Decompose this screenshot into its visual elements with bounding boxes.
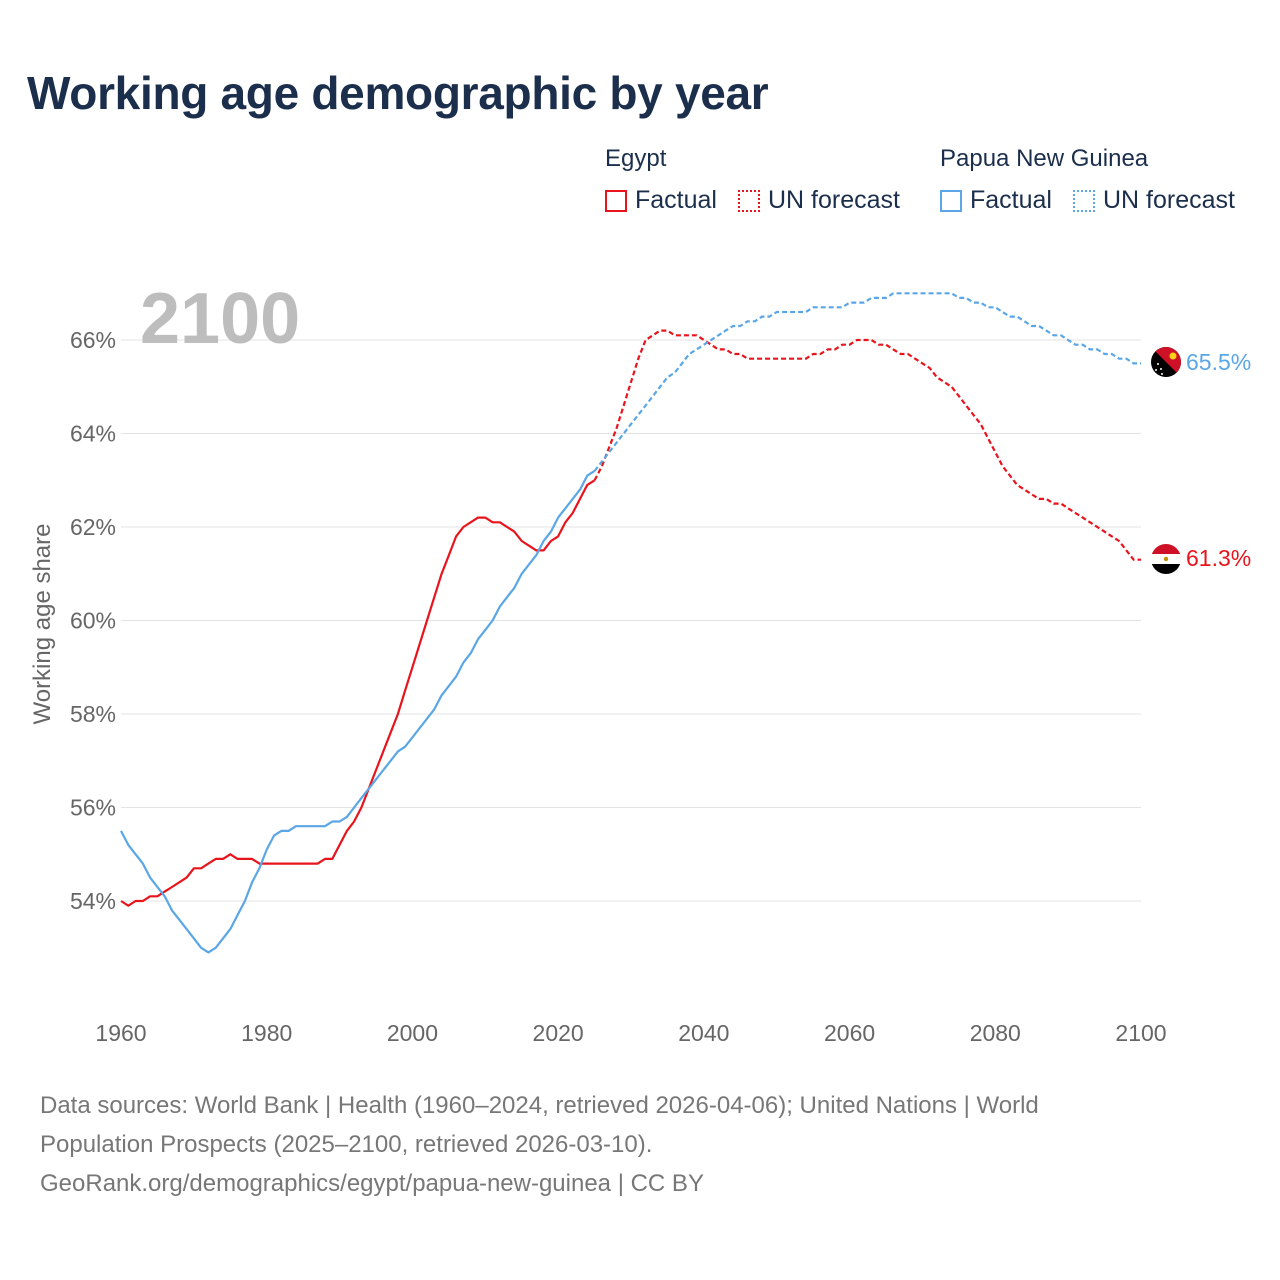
- footer-source-line-2: Population Prospects (2025–2100, retriev…: [40, 1131, 653, 1158]
- year-watermark: 2100: [140, 279, 300, 359]
- y-tick-label: 64%: [70, 421, 116, 447]
- legend-title-papua-new-guinea: Papua New Guinea: [940, 145, 1149, 172]
- x-tick-label: 1980: [241, 1020, 292, 1046]
- y-axis-label: Working age share: [29, 524, 56, 725]
- x-tick-label: 2000: [387, 1020, 438, 1046]
- legend-label: UN forecast: [1103, 186, 1235, 214]
- series-line-papua-new-guinea-factual[interactable]: [120, 469, 596, 954]
- chart-title: Working age demographic by year: [27, 67, 769, 119]
- x-tick-label: 2060: [824, 1020, 875, 1046]
- y-tick-label: 60%: [70, 608, 116, 634]
- end-label-papua-new-guinea: 65.5%: [1186, 349, 1251, 375]
- series-line-papua-new-guinea-forecast[interactable]: [593, 292, 1141, 472]
- papua-new-guinea-flag-icon: [1150, 346, 1182, 378]
- y-tick-label: 58%: [70, 701, 116, 727]
- x-tick-label: 2020: [533, 1020, 584, 1046]
- footer-source-line-1: Data sources: World Bank | Health (1960–…: [40, 1092, 1039, 1119]
- x-tick-label: 1960: [95, 1020, 146, 1046]
- x-tick-label: 2080: [970, 1020, 1021, 1046]
- legend-label: Factual: [635, 186, 717, 214]
- legend-swatch-png-forecast: [1073, 189, 1095, 212]
- legend-label: UN forecast: [768, 186, 900, 214]
- y-tick-label: 56%: [70, 795, 116, 821]
- line-chart: 2100 Working age share 54% 56% 58% 60% 62% 64…: [29, 279, 1251, 1046]
- series-line-egypt-factual[interactable]: [120, 479, 596, 907]
- y-tick-label: 54%: [70, 888, 116, 914]
- legend-swatch-egypt-forecast: [738, 189, 760, 212]
- legend-item-png-forecast[interactable]: UN forecast: [1073, 186, 1235, 215]
- footer: Data sources: World Bank | Health (1960–…: [40, 1086, 1240, 1203]
- x-tick-label: 2100: [1115, 1020, 1166, 1046]
- y-tick-label: 62%: [70, 514, 116, 540]
- x-tick-label: 2040: [678, 1020, 729, 1046]
- legend-label: Factual: [970, 186, 1052, 214]
- legend-title-egypt: Egypt: [605, 145, 667, 172]
- legend-item-egypt-factual[interactable]: Factual: [605, 186, 717, 215]
- legend-item-png-factual[interactable]: Factual: [940, 186, 1052, 215]
- y-tick-label: 66%: [70, 327, 116, 353]
- end-label-egypt: 61.3%: [1186, 545, 1251, 571]
- egypt-flag-icon: [1150, 543, 1182, 575]
- legend-swatch-egypt-factual: [605, 189, 627, 212]
- footer-attribution[interactable]: GeoRank.org/demographics/egypt/papua-new…: [40, 1170, 704, 1197]
- legend-swatch-png-factual: [940, 189, 962, 212]
- legend-item-egypt-forecast[interactable]: UN forecast: [738, 186, 900, 215]
- series-line-egypt-forecast[interactable]: [593, 329, 1141, 561]
